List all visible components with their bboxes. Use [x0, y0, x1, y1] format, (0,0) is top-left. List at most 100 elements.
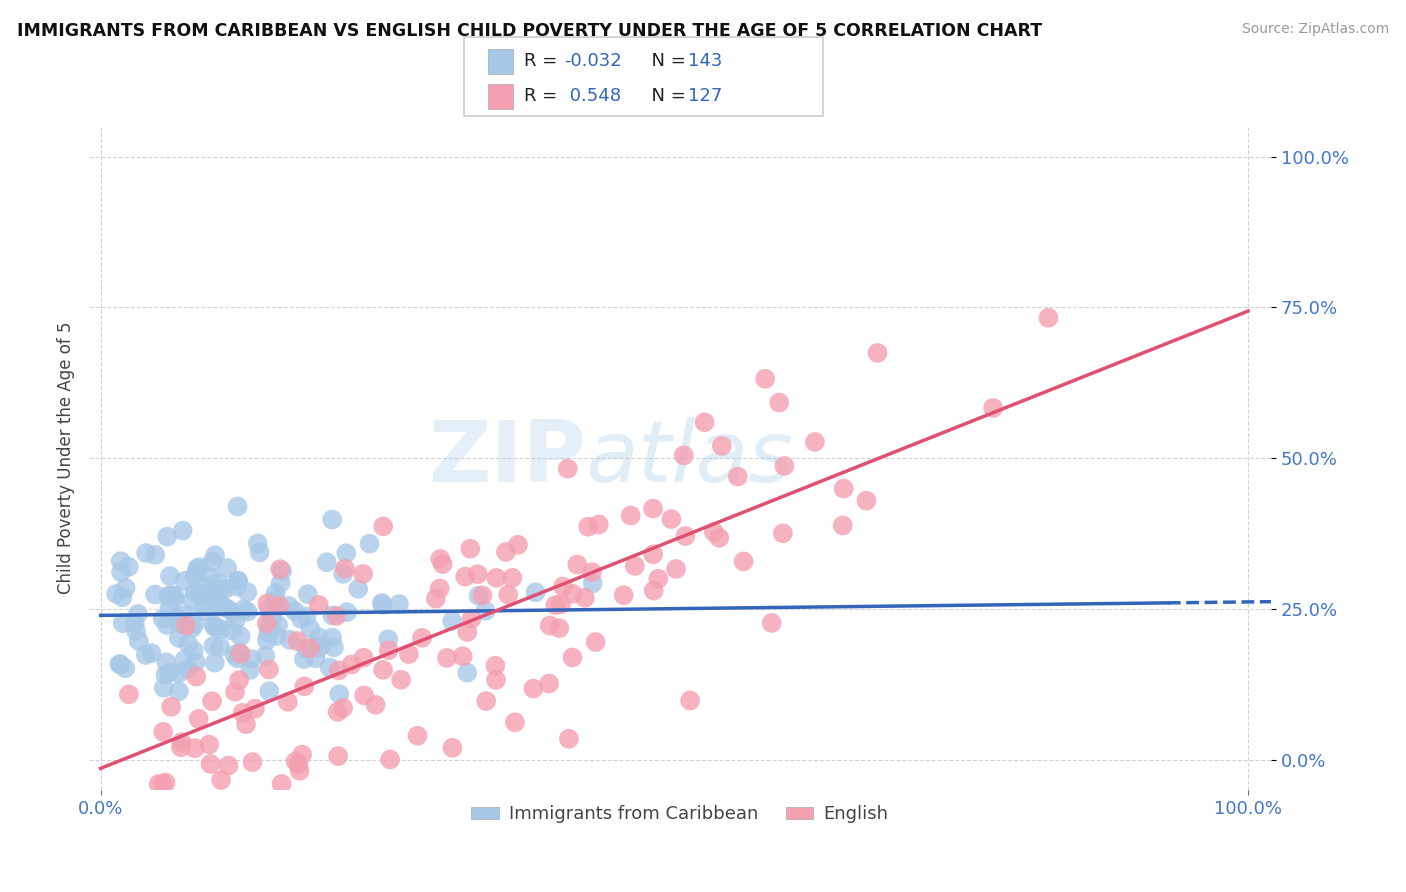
Point — [291, 747, 314, 762]
Point — [679, 693, 702, 707]
Point — [336, 605, 359, 619]
Point — [183, 568, 205, 582]
Point — [111, 591, 134, 605]
Point — [232, 706, 254, 720]
Point — [475, 694, 498, 708]
Point — [201, 586, 224, 600]
Point — [761, 615, 783, 630]
Point — [170, 735, 193, 749]
Point — [183, 643, 205, 657]
Point — [398, 647, 420, 661]
Point — [266, 629, 288, 643]
Point — [181, 593, 204, 607]
Text: atlas: atlas — [585, 417, 793, 500]
Point — [174, 618, 197, 632]
Point — [290, 612, 312, 626]
Point — [200, 756, 222, 771]
Point — [710, 439, 733, 453]
Point — [257, 619, 280, 633]
Point — [620, 508, 643, 523]
Point — [229, 647, 252, 661]
Point — [236, 605, 259, 619]
Point — [226, 574, 249, 589]
Point — [295, 609, 318, 624]
Point — [659, 512, 682, 526]
Point — [188, 560, 211, 574]
Point — [198, 589, 221, 603]
Point — [240, 652, 263, 666]
Point — [225, 580, 247, 594]
Text: 143: 143 — [688, 53, 721, 70]
Point — [321, 631, 343, 645]
Legend: Immigrants from Caribbean, English: Immigrants from Caribbean, English — [464, 798, 896, 830]
Point — [125, 624, 148, 639]
Point — [271, 564, 294, 578]
Point — [328, 664, 350, 678]
Point — [277, 599, 299, 613]
Point — [436, 651, 458, 665]
Point — [643, 583, 665, 598]
Point — [561, 587, 583, 601]
Point — [495, 545, 517, 559]
Point — [209, 599, 232, 614]
Point — [485, 571, 508, 585]
Point — [576, 519, 599, 533]
Point — [186, 566, 208, 581]
Point — [484, 658, 506, 673]
Point — [733, 554, 755, 568]
Point — [186, 670, 208, 684]
Point — [981, 401, 1004, 415]
Point — [425, 591, 447, 606]
Point — [228, 646, 250, 660]
Point — [647, 572, 669, 586]
Point — [288, 764, 311, 778]
Point — [522, 681, 544, 696]
Y-axis label: Child Poverty Under the Age of 5: Child Poverty Under the Age of 5 — [58, 322, 75, 594]
Point — [214, 582, 236, 597]
Point — [460, 541, 482, 556]
Point — [157, 665, 180, 680]
Point — [165, 610, 187, 624]
Point — [321, 513, 343, 527]
Point — [184, 741, 207, 756]
Point — [284, 604, 307, 618]
Point — [202, 639, 225, 653]
Point — [201, 694, 224, 708]
Point — [222, 605, 245, 619]
Point — [371, 598, 394, 612]
Point — [163, 592, 186, 607]
Point — [193, 604, 215, 618]
Point — [209, 772, 232, 787]
Text: 0.548: 0.548 — [564, 87, 621, 105]
Point — [772, 526, 794, 541]
Text: R =: R = — [524, 53, 564, 70]
Point — [111, 616, 134, 631]
Point — [567, 558, 589, 572]
Point — [332, 566, 354, 581]
Text: IMMIGRANTS FROM CARIBBEAN VS ENGLISH CHILD POVERTY UNDER THE AGE OF 5 CORRELATIO: IMMIGRANTS FROM CARIBBEAN VS ENGLISH CHI… — [17, 22, 1042, 40]
Point — [693, 415, 716, 429]
Text: -0.032: -0.032 — [564, 53, 621, 70]
Point — [259, 684, 281, 698]
Point — [456, 625, 478, 640]
Point — [292, 652, 315, 666]
Point — [308, 630, 330, 644]
Point — [202, 618, 225, 632]
Point — [152, 724, 174, 739]
Point — [143, 588, 166, 602]
Point — [163, 589, 186, 603]
Point — [218, 758, 240, 772]
Point — [181, 621, 204, 635]
Point — [156, 618, 179, 632]
Point — [292, 679, 315, 693]
Point — [315, 555, 337, 569]
Point — [460, 612, 482, 626]
Point — [429, 582, 451, 596]
Point — [167, 631, 190, 645]
Point — [269, 562, 291, 576]
Point — [239, 663, 262, 677]
Point — [226, 500, 249, 514]
Point — [135, 648, 157, 662]
Point — [675, 529, 697, 543]
Point — [254, 649, 277, 664]
